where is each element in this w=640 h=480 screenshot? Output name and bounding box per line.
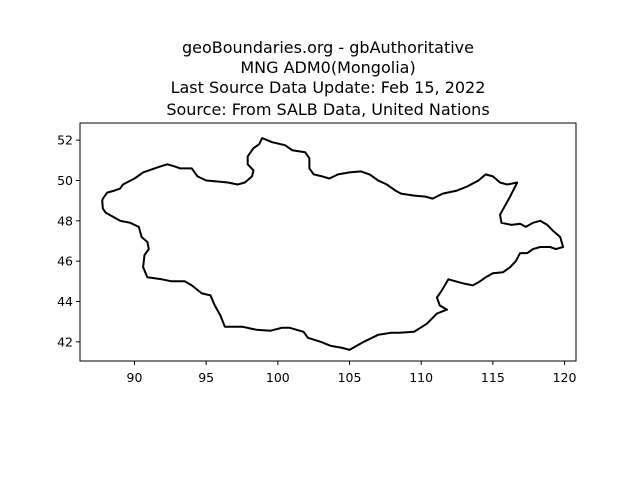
country-boundary xyxy=(101,137,565,351)
axes-frame xyxy=(79,122,577,362)
x-tick-label: 100 xyxy=(266,370,290,385)
x-tick-label: 95 xyxy=(198,370,214,385)
y-tick-label: 42 xyxy=(57,334,73,349)
title-line-2: MNG ADM0(Mongolia) xyxy=(240,58,415,77)
x-tick-label: 110 xyxy=(409,370,433,385)
x-tick-label: 105 xyxy=(338,370,362,385)
y-tick-label: 50 xyxy=(57,173,73,188)
title-line-1: geoBoundaries.org - gbAuthoritative xyxy=(182,38,474,57)
plot-area: 90 95 100 105 110 115 120 42 44 46 48 50 52 xyxy=(57,122,577,385)
y-tick-label: 52 xyxy=(57,133,73,148)
x-tick-label: 120 xyxy=(553,370,577,385)
x-tick-label: 115 xyxy=(481,370,505,385)
x-tick-label: 90 xyxy=(127,370,143,385)
y-tick-label: 46 xyxy=(57,254,73,269)
y-tick-label: 44 xyxy=(57,294,73,309)
title-line-4: Source: From SALB Data, United Nations xyxy=(166,100,489,119)
map-title: geoBoundaries.org - gbAuthoritative MNG … xyxy=(166,38,489,119)
y-tick-label: 48 xyxy=(57,213,73,228)
title-line-3: Last Source Data Update: Feb 15, 2022 xyxy=(171,78,486,97)
